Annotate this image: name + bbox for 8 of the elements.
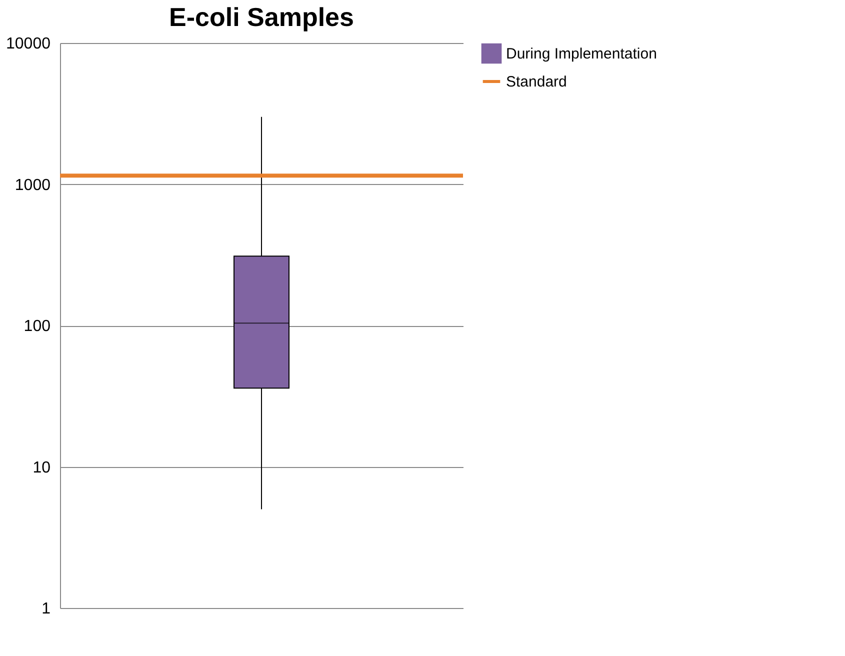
y-tick-label: 10000 [6,36,51,52]
chart-title: E-coli Samples [169,2,354,32]
legend-label: Standard [506,74,567,90]
y-tick-label: 1 [42,600,51,618]
legend-label: During Implementation [506,46,657,62]
y-tick-label: 1000 [14,176,51,194]
y-tick-label: 100 [24,318,51,335]
y-tick-label: 10 [32,459,51,476]
